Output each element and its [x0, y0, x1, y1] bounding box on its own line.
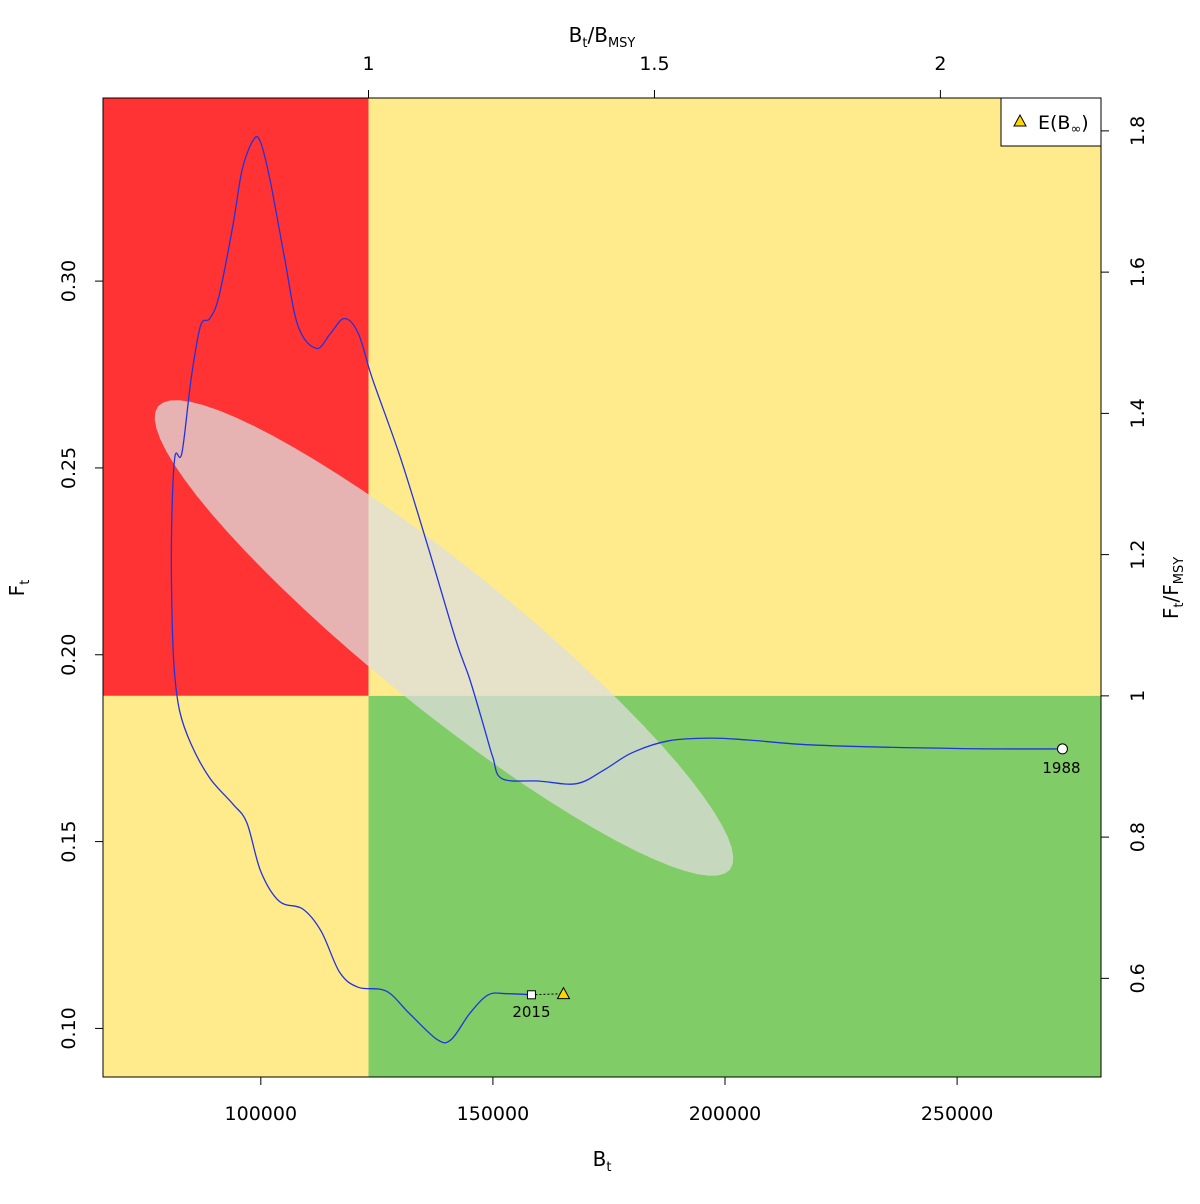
y-tick-label: 0.30 — [58, 260, 80, 302]
right-tick-label: 1.6 — [1127, 257, 1149, 287]
zone-healthy — [368, 695, 1101, 1077]
right-axis-title-sub: t — [1172, 603, 1187, 608]
y-axis-right: 0.6 0.8 1 1.2 1.4 1.6 1.8 — [1101, 116, 1149, 993]
y-tick-label: 0.10 — [58, 1007, 80, 1049]
right-axis-title-sub2: MSY — [1172, 557, 1187, 584]
legend-label-tail: ) — [1081, 112, 1088, 134]
y-axis-title: Ft — [5, 580, 33, 597]
legend-label-main: E(B — [1038, 112, 1070, 134]
legend-triangle-icon — [1013, 113, 1027, 127]
right-tick-label: 1.4 — [1127, 398, 1149, 428]
legend-label: E(B∞) — [1038, 112, 1089, 137]
x-axis-bottom: 100000 150000 200000 250000 — [225, 1077, 994, 1125]
x-axis-top: 1 1.5 2 — [362, 53, 946, 98]
right-tick-label: 1.8 — [1127, 116, 1149, 146]
right-tick-label: 1 — [1127, 690, 1149, 702]
x-tick-label: 200000 — [689, 1103, 762, 1125]
top-tick-label: 1 — [362, 53, 374, 75]
plot-frame — [102, 97, 1102, 1078]
legend-label-sub: ∞ — [1070, 122, 1081, 137]
x-tick-label: 250000 — [921, 1103, 994, 1125]
y-axis-left: 0.10 0.15 0.20 0.25 0.30 — [58, 260, 103, 1050]
right-tick-label: 0.6 — [1127, 963, 1149, 993]
top-axis-title-sep: / — [587, 23, 594, 47]
x-axis-title-sub: t — [606, 1160, 611, 1175]
trajectory-line — [170, 135, 1063, 1044]
legend: E(B∞) — [1000, 97, 1102, 147]
x-axis-title-main: B — [593, 1147, 607, 1171]
right-tick-label: 1.2 — [1127, 540, 1149, 570]
forecast-link-dotted — [531, 993, 564, 996]
right-axis-title-sep: / — [1159, 596, 1183, 603]
top-axis-title-main2: B — [594, 23, 608, 47]
right-axis-title-main: F — [1159, 608, 1183, 620]
top-axis-title-sub: t — [582, 36, 587, 51]
top-tick-label: 1.5 — [639, 53, 669, 75]
end-year-label: 2015 — [512, 1003, 550, 1021]
y-tick-label: 0.15 — [58, 820, 80, 862]
right-axis-title-main2: F — [1159, 584, 1183, 596]
x-tick-label: 100000 — [225, 1103, 298, 1125]
zone-caution-bottom — [103, 695, 369, 1077]
top-axis-title-sub2: MSY — [608, 36, 635, 51]
top-axis-title: Bt/BMSY — [569, 23, 636, 51]
y-axis-title-sub: t — [18, 580, 33, 585]
y-tick-label: 0.25 — [58, 447, 80, 489]
y-tick-label: 0.20 — [58, 634, 80, 676]
top-tick-label: 2 — [934, 53, 946, 75]
right-axis-title: Ft/FMSY — [1159, 557, 1187, 619]
right-tick-label: 0.8 — [1127, 822, 1149, 852]
x-tick-label: 150000 — [457, 1103, 530, 1125]
start-year-label: 1988 — [1042, 759, 1080, 777]
end-marker-2015 — [526, 990, 536, 1000]
x-axis-title: Bt — [593, 1147, 612, 1175]
top-axis-title-main: B — [569, 23, 583, 47]
forecast-triangle-marker — [556, 986, 571, 1000]
start-marker-1988 — [1056, 743, 1068, 755]
confidence-ellipse — [154, 400, 734, 876]
y-axis-title-main: F — [5, 585, 29, 597]
